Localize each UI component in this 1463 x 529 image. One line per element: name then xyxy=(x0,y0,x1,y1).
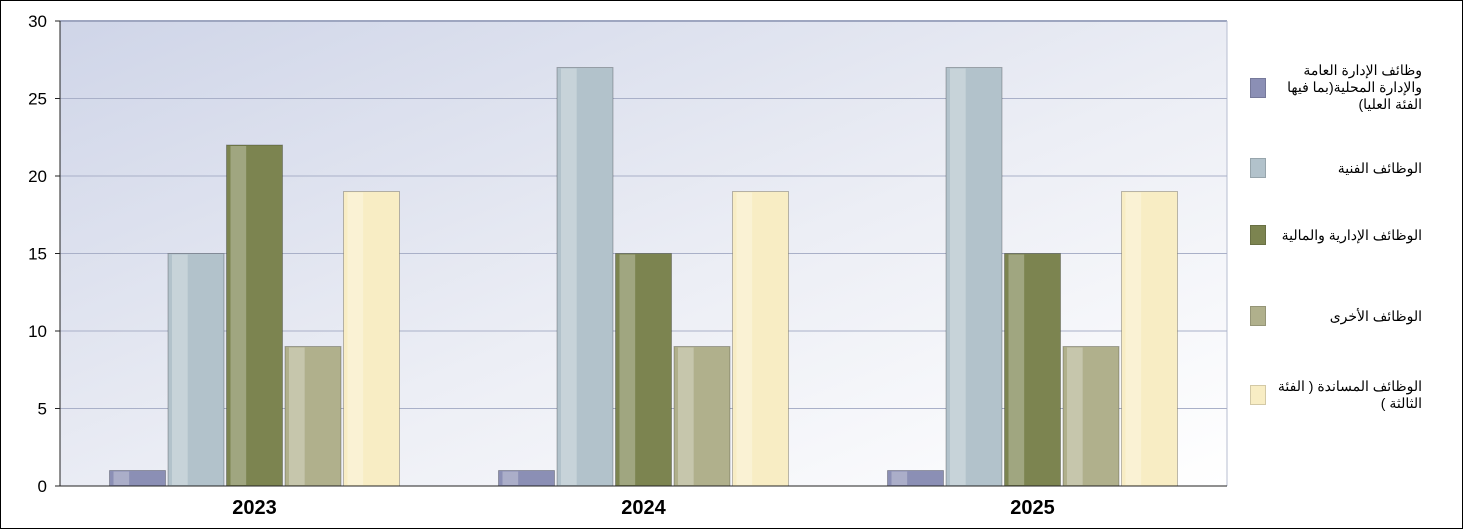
bar-highlight xyxy=(502,471,519,485)
bar-highlight xyxy=(1067,347,1083,485)
bar-2025-series-2 xyxy=(945,67,1003,487)
x-category-label: 2023 xyxy=(232,497,277,519)
bar-highlight xyxy=(678,347,694,485)
legend-item: الوظائف الأخرى xyxy=(1250,306,1450,326)
legend-swatch xyxy=(1250,77,1266,98)
legend-label: الوظائف المساندة ( الفئة الثالثة ) xyxy=(1277,378,1422,411)
legend-swatch xyxy=(1250,225,1266,245)
bar-highlight xyxy=(950,68,966,485)
legend: وظائف الإدارة العامة والإدارة المحلية(بم… xyxy=(1250,0,1460,527)
bar-2023-series-4 xyxy=(284,346,342,487)
bar-highlight xyxy=(561,68,577,485)
y-tick-label: 25 xyxy=(28,90,47,109)
bar-highlight xyxy=(289,347,305,485)
bar-highlight xyxy=(172,254,188,485)
y-tick-label: 5 xyxy=(38,400,47,419)
x-category-label: 2024 xyxy=(621,497,666,519)
legend-swatch xyxy=(1250,158,1266,178)
legend-swatch xyxy=(1250,306,1266,326)
y-tick-label: 30 xyxy=(28,12,47,31)
bar-highlight xyxy=(347,192,364,485)
bar-2024-series-3 xyxy=(615,253,672,487)
bar-2025-series-5 xyxy=(1121,191,1178,487)
bar-highlight xyxy=(1008,254,1025,485)
legend-label: الوظائف الفنية xyxy=(1337,159,1422,176)
bar-2024-series-5 xyxy=(732,191,789,487)
bar-highlight xyxy=(1125,192,1142,485)
x-category-label: 2025 xyxy=(1010,497,1055,519)
bar-2025-series-4 xyxy=(1062,346,1120,487)
bar-2024-series-4 xyxy=(673,346,731,487)
legend-label: الوظائف الأخرى xyxy=(1329,307,1422,324)
legend-label: الوظائف الإدارية والمالية xyxy=(1281,226,1422,243)
legend-item: وظائف الإدارة العامة والإدارة المحلية(بم… xyxy=(1250,62,1450,113)
bar-highlight xyxy=(736,192,753,485)
y-tick-label: 10 xyxy=(28,322,47,341)
bar-2024-series-2 xyxy=(556,67,614,487)
bar-highlight xyxy=(113,471,130,485)
bar-2025-series-3 xyxy=(1004,253,1061,487)
bars xyxy=(109,67,1178,487)
y-tick-label: 15 xyxy=(28,245,47,264)
bar-2023-series-5 xyxy=(343,191,400,487)
bar-highlight xyxy=(891,471,908,485)
legend-swatch xyxy=(1250,385,1266,405)
bar-highlight xyxy=(230,146,247,485)
bar-highlight xyxy=(619,254,636,485)
y-tick-label: 0 xyxy=(38,477,47,496)
y-tick-label: 20 xyxy=(28,167,47,186)
y-axis-ticks: 0 5 10 15 20 25 30 xyxy=(28,12,60,496)
legend-item: الوظائف المساندة ( الفئة الثالثة ) xyxy=(1250,378,1450,412)
x-axis-categories: 2023 2024 2025 xyxy=(232,497,1055,519)
legend-item: الوظائف الفنية xyxy=(1250,158,1450,178)
legend-item: الوظائف الإدارية والمالية xyxy=(1250,225,1450,245)
bar-2023-series-3 xyxy=(226,144,283,487)
bar-2023-series-2 xyxy=(167,253,225,487)
legend-label: وظائف الإدارة العامة والإدارة المحلية(بم… xyxy=(1287,62,1422,112)
